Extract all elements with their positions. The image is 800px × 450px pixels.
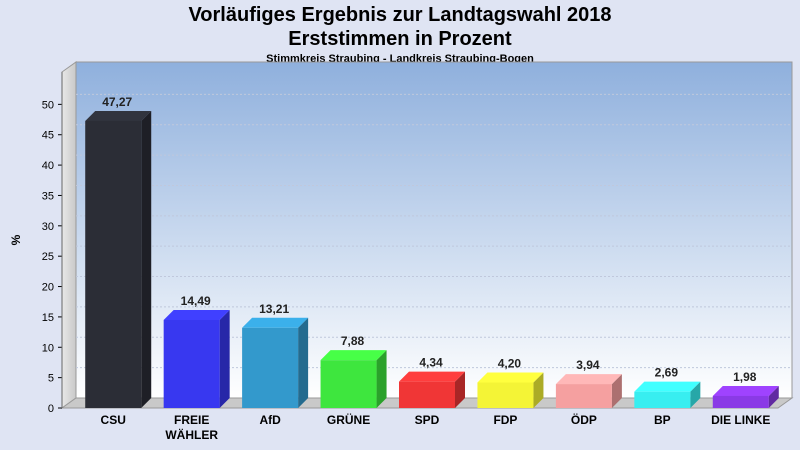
bar-side <box>533 372 544 408</box>
bar-top <box>242 317 309 328</box>
bar-spd: 4,34 <box>399 356 465 408</box>
y-tick-label: 20 <box>42 282 54 294</box>
bar-top <box>712 385 779 396</box>
bar-ödp: 3,94 <box>555 358 622 408</box>
bar-afd: 13,21 <box>242 302 309 408</box>
bar-front <box>634 391 691 408</box>
category-label: ÖDP <box>571 412 597 427</box>
bar-front <box>163 320 220 408</box>
category-label: GRÜNE <box>327 412 370 427</box>
category-label: FREIE WÄHLER <box>165 413 218 442</box>
category-label: BP <box>654 413 671 427</box>
category-label: SPD <box>415 413 440 427</box>
bar-top <box>477 372 544 383</box>
bar-top <box>85 110 152 121</box>
bar-side <box>611 374 622 408</box>
y-tick-label: 25 <box>42 251 54 263</box>
bar-front <box>477 382 534 408</box>
category-label: DIE LINKE <box>711 413 770 427</box>
y-tick-label: 45 <box>42 130 54 142</box>
x-axis: CSU FREIE WÄHLER AfD GRÜNE SPD FDP ÖDP BP DIE LIN… <box>101 412 771 442</box>
bar-side <box>376 350 387 408</box>
y-tick-label: 50 <box>42 99 54 111</box>
bar-front <box>712 395 769 408</box>
bar-front <box>85 120 142 408</box>
value-label: 4,34 <box>419 356 443 370</box>
value-label: 1,98 <box>733 370 757 384</box>
value-label: 13,21 <box>259 302 289 316</box>
bar-side <box>219 310 230 408</box>
bar-front <box>242 327 299 408</box>
y-tick-label: 40 <box>42 160 54 172</box>
bar-top <box>399 371 465 382</box>
bar-side <box>298 317 309 408</box>
bar-csu: 47,27 <box>85 95 152 408</box>
value-label: 3,94 <box>576 358 600 372</box>
bar-die-linke: 1,98 <box>712 370 779 408</box>
bars: 47,27 14,49 13,21 7,88 4,34 4,20 3,94 2,69 1,98 <box>85 95 779 408</box>
y-axis-label: % <box>9 234 23 245</box>
chart-subtitle: Erststimmen in Prozent <box>288 28 512 50</box>
bar-grüne: 7,88 <box>320 334 387 408</box>
value-label: 47,27 <box>102 95 132 109</box>
bar-side <box>768 385 779 408</box>
bar-front <box>399 381 455 408</box>
value-label: 4,20 <box>498 356 522 370</box>
left-wall <box>61 61 77 409</box>
value-label: 2,69 <box>655 366 679 380</box>
category-label: AfD <box>259 413 281 427</box>
bar-freie-wähler: 14,49 <box>163 294 230 408</box>
bar-side <box>455 371 465 408</box>
chart-title: Vorläufiges Ergebnis zur Landtagswahl 20… <box>188 4 612 26</box>
y-tick-label: 35 <box>42 190 54 202</box>
y-axis: 0 5 10 15 20 25 30 35 40 45 50 <box>42 72 63 415</box>
bar-top <box>634 381 701 392</box>
y-tick-label: 5 <box>48 373 54 385</box>
grid-lines <box>76 93 792 369</box>
bar-side <box>690 381 701 408</box>
value-label: 14,49 <box>181 294 211 308</box>
bar-top <box>555 374 622 385</box>
value-label: 7,88 <box>341 334 365 348</box>
y-tick-label: 15 <box>42 312 54 324</box>
bar-front <box>555 384 612 408</box>
bar-front <box>320 360 377 408</box>
category-label: FDP <box>493 413 517 427</box>
bar-top <box>163 310 230 321</box>
y-tick-label: 10 <box>42 342 54 354</box>
bar-side <box>141 110 152 408</box>
y-tick-label: 0 <box>48 403 54 415</box>
y-tick-label: 30 <box>42 221 54 233</box>
bar-fdp: 4,20 <box>477 356 544 408</box>
category-label: CSU <box>101 413 126 427</box>
bar-top <box>320 350 387 361</box>
bar-bp: 2,69 <box>634 366 701 408</box>
